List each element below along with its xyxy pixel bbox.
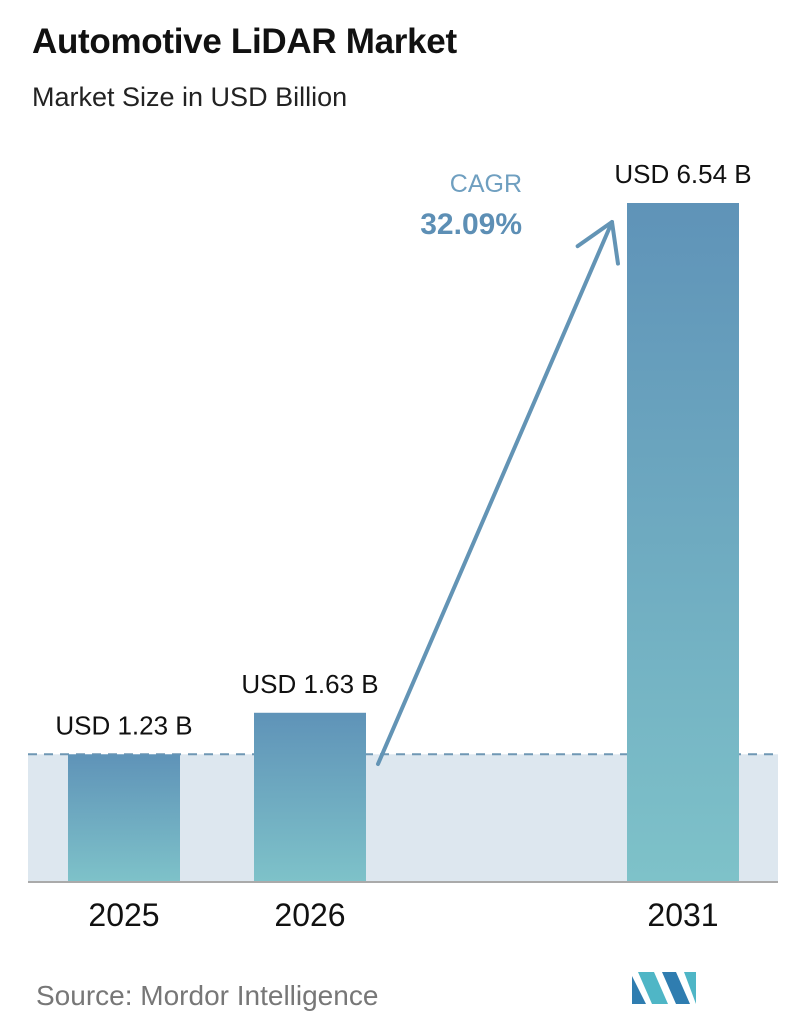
cagr-arrow-line bbox=[376, 220, 614, 766]
x-tick-label-2025: 2025 bbox=[88, 897, 159, 933]
x-tick-label-2026: 2026 bbox=[274, 897, 345, 933]
bar-2026 bbox=[254, 712, 366, 882]
data-label-2025: USD 1.23 B bbox=[55, 710, 192, 740]
cagr-value: 32.09% bbox=[420, 208, 522, 241]
mordor-intelligence-logo-icon bbox=[632, 972, 696, 1004]
bar-2031 bbox=[627, 203, 739, 882]
source-note: Source: Mordor Intelligence bbox=[36, 980, 379, 1011]
data-label-2031: USD 6.54 B bbox=[614, 159, 751, 189]
cagr-arrow-head bbox=[575, 220, 620, 266]
cagr-label: CAGR bbox=[450, 170, 522, 198]
chart-title: Automotive LiDAR Market bbox=[32, 22, 457, 61]
data-label-2026: USD 1.63 B bbox=[241, 669, 378, 699]
bar-2025 bbox=[68, 754, 180, 882]
chart-subtitle: Market Size in USD Billion bbox=[32, 82, 348, 112]
x-tick-label-2031: 2031 bbox=[647, 897, 718, 933]
